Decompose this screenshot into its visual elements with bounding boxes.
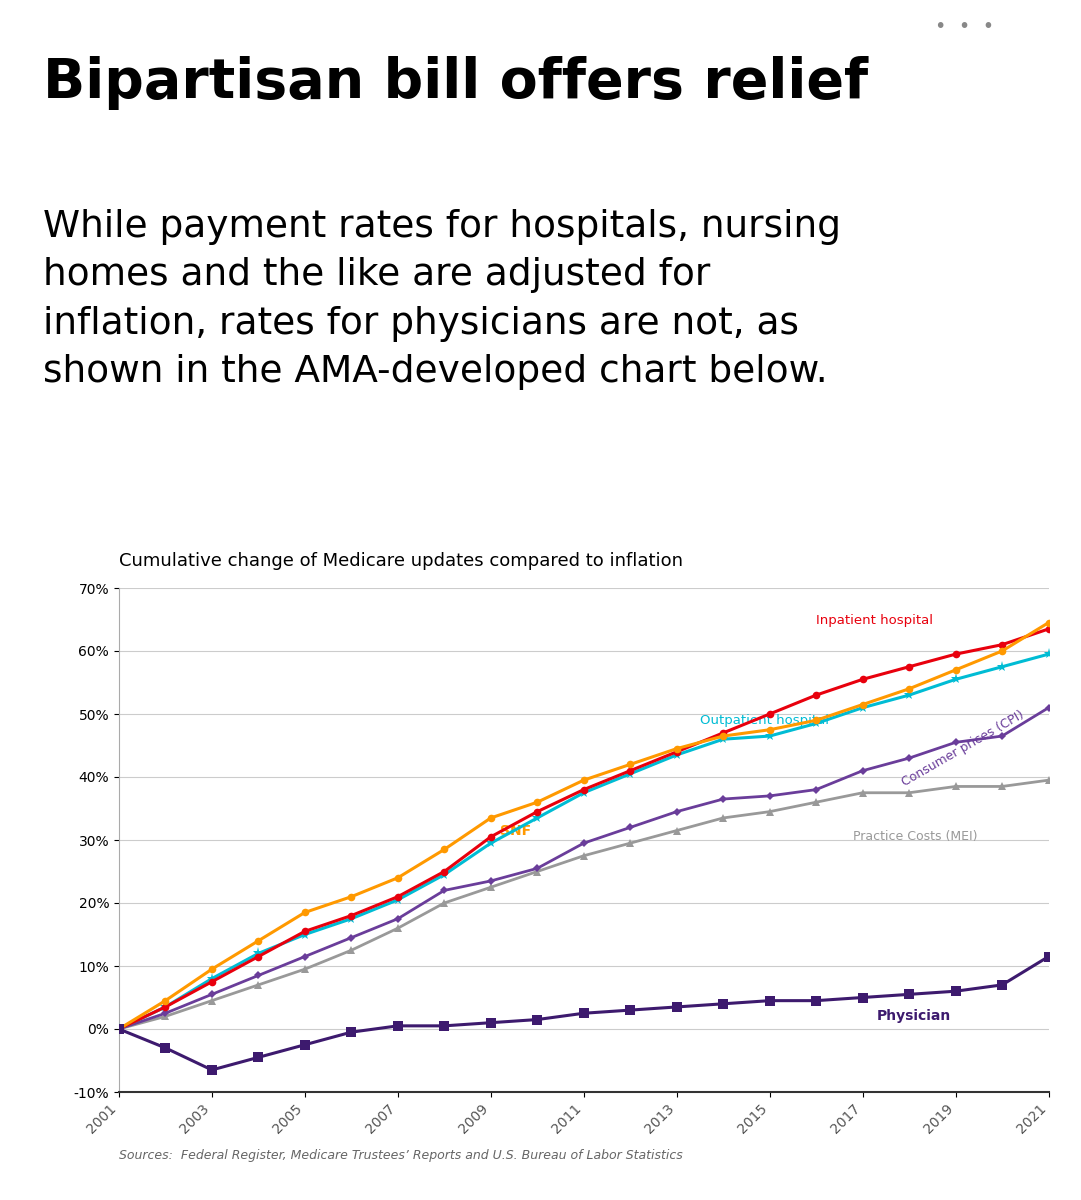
Text: Bipartisan bill offers relief: Bipartisan bill offers relief (43, 56, 868, 110)
Text: Sources:  Federal Register, Medicare Trustees’ Reports and U.S. Bureau of Labor : Sources: Federal Register, Medicare Trus… (119, 1148, 683, 1162)
Text: Cumulative change of Medicare updates compared to inflation: Cumulative change of Medicare updates co… (119, 552, 683, 570)
Text: Outpatient hospital: Outpatient hospital (700, 714, 829, 727)
Text: Practice Costs (MEI): Practice Costs (MEI) (853, 830, 978, 844)
Text: •  •  •: • • • (935, 17, 995, 36)
Text: While payment rates for hospitals, nursing
homes and the like are adjusted for
i: While payment rates for hospitals, nursi… (43, 209, 841, 390)
Text: Inpatient hospital: Inpatient hospital (816, 614, 933, 628)
Text: Consumer prices (CPI): Consumer prices (CPI) (899, 708, 1027, 790)
Text: Physician: Physician (877, 1009, 951, 1024)
Text: SNF: SNF (501, 823, 531, 838)
